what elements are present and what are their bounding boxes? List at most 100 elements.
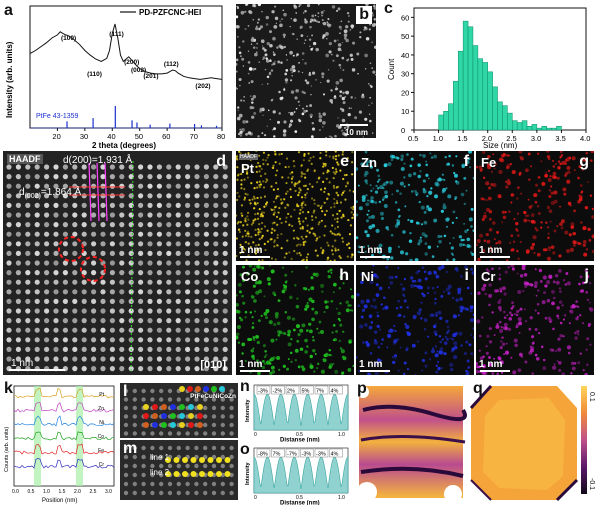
eds-signal-dot	[276, 188, 280, 191]
eds-signal-dot	[284, 206, 287, 209]
eds-signal-dot	[280, 232, 283, 236]
d-atom-column	[100, 279, 106, 285]
b-particle	[261, 132, 264, 135]
d-atom-column	[91, 366, 97, 372]
eds-signal-dot	[331, 253, 334, 256]
b-particle	[289, 111, 294, 116]
b-particle	[265, 57, 268, 60]
eds-signal-dot	[503, 322, 508, 327]
eds-signal-dot	[577, 241, 581, 245]
eds-signal-dot	[571, 156, 576, 161]
eds-signal-dot	[296, 252, 299, 255]
eds-signal-dot	[510, 193, 515, 197]
strain-value: 2%	[287, 389, 295, 395]
eds-signal-dot	[422, 179, 426, 183]
b-particle	[352, 41, 356, 45]
eds-signal-dot	[441, 367, 444, 369]
d-atom-column	[91, 356, 97, 362]
eds-signal-dot	[352, 190, 354, 193]
eds-signal-dot	[557, 166, 561, 170]
strain-box	[314, 385, 329, 395]
d-atom-column	[62, 279, 68, 285]
d-atom-column	[138, 289, 144, 295]
eds-signal-dot	[264, 180, 267, 184]
eds-signal-dot	[553, 363, 556, 366]
eds-signal-dot	[469, 305, 474, 310]
eds-signal-dot	[336, 161, 339, 164]
eds-signal-dot	[506, 163, 511, 168]
d-atom-column	[15, 241, 21, 247]
d-atom-column	[175, 241, 181, 247]
eds-signal-dot	[433, 154, 438, 159]
eds-signal-dot	[338, 286, 342, 290]
b-particle	[252, 46, 256, 49]
hist-bar	[521, 120, 528, 131]
eds-signal-dot	[591, 250, 594, 253]
b-particle	[365, 4, 369, 6]
eds-signal-dot	[326, 258, 329, 261]
eds-signal-dot	[399, 305, 403, 309]
eds-signal-dot	[578, 194, 581, 197]
b-particle	[342, 69, 345, 71]
hist-xlabel: Size (nm)	[483, 141, 518, 150]
eds-signal-dot	[543, 291, 547, 295]
eds-signal-dot	[242, 265, 245, 269]
d-atom-column	[109, 327, 115, 333]
eds-signal-dot	[559, 205, 561, 208]
eds-signal-dot	[251, 354, 255, 359]
b-particle	[318, 114, 323, 119]
eds-signal-dot	[346, 182, 349, 185]
eds-signal-dot	[484, 212, 487, 215]
m-line1: line 1	[150, 453, 170, 462]
d-atom-column	[44, 356, 50, 362]
eds-signal-dot	[536, 205, 540, 208]
eds-signal-dot	[415, 270, 419, 275]
d-atom-column	[34, 164, 40, 170]
d-atom-column	[119, 260, 125, 266]
eds-signal-dot	[535, 183, 539, 187]
eds-signal-dot	[499, 329, 504, 334]
m-atom-column	[203, 463, 208, 469]
eds-signal-dot	[303, 172, 306, 176]
d-atom-column	[138, 327, 144, 333]
eds-signal-dot	[295, 244, 299, 247]
l-atom-column	[229, 414, 234, 419]
eds-signal-dot	[457, 287, 462, 292]
eds-signal-dot	[471, 271, 474, 275]
eds-signal-dot	[254, 252, 257, 255]
d-atom-column	[147, 222, 153, 228]
d-atom-column	[91, 241, 97, 247]
eds-signal-dot	[343, 174, 347, 177]
eds-signal-dot	[531, 342, 535, 346]
eds-signal-dot	[424, 242, 428, 245]
eds-signal-dot	[429, 152, 432, 155]
hist-bar	[497, 101, 503, 131]
xrd-plot-frame	[29, 5, 223, 129]
eds-signal-dot	[420, 223, 424, 226]
b-particle	[274, 60, 276, 62]
eds-signal-dot	[495, 324, 500, 329]
eds-map-dots	[476, 151, 594, 261]
eds-signal-dot	[236, 309, 240, 314]
eds-signal-dot	[270, 257, 274, 260]
eds-signal-dot	[246, 193, 249, 196]
eds-signal-dot	[466, 244, 471, 248]
eds-signal-dot	[497, 300, 501, 304]
b-particle	[311, 14, 315, 18]
b-particle	[276, 46, 279, 49]
eds-signal-dot	[341, 151, 345, 153]
eds-signal-dot	[449, 362, 454, 367]
k-trace-label: Co	[98, 434, 105, 440]
eds-signal-dot	[433, 218, 438, 223]
eds-signal-dot	[258, 165, 261, 168]
b-particle	[368, 83, 370, 85]
eds-signal-dot	[334, 369, 339, 374]
d-atom-column	[34, 318, 40, 324]
eds-signal-dot	[338, 233, 342, 237]
l-atom-column	[132, 422, 137, 428]
eds-signal-dot	[383, 204, 388, 208]
d-atom-column	[53, 202, 59, 208]
eds-signal-dot	[297, 151, 301, 154]
d-atom-column	[100, 356, 106, 362]
eds-signal-dot	[383, 163, 388, 168]
